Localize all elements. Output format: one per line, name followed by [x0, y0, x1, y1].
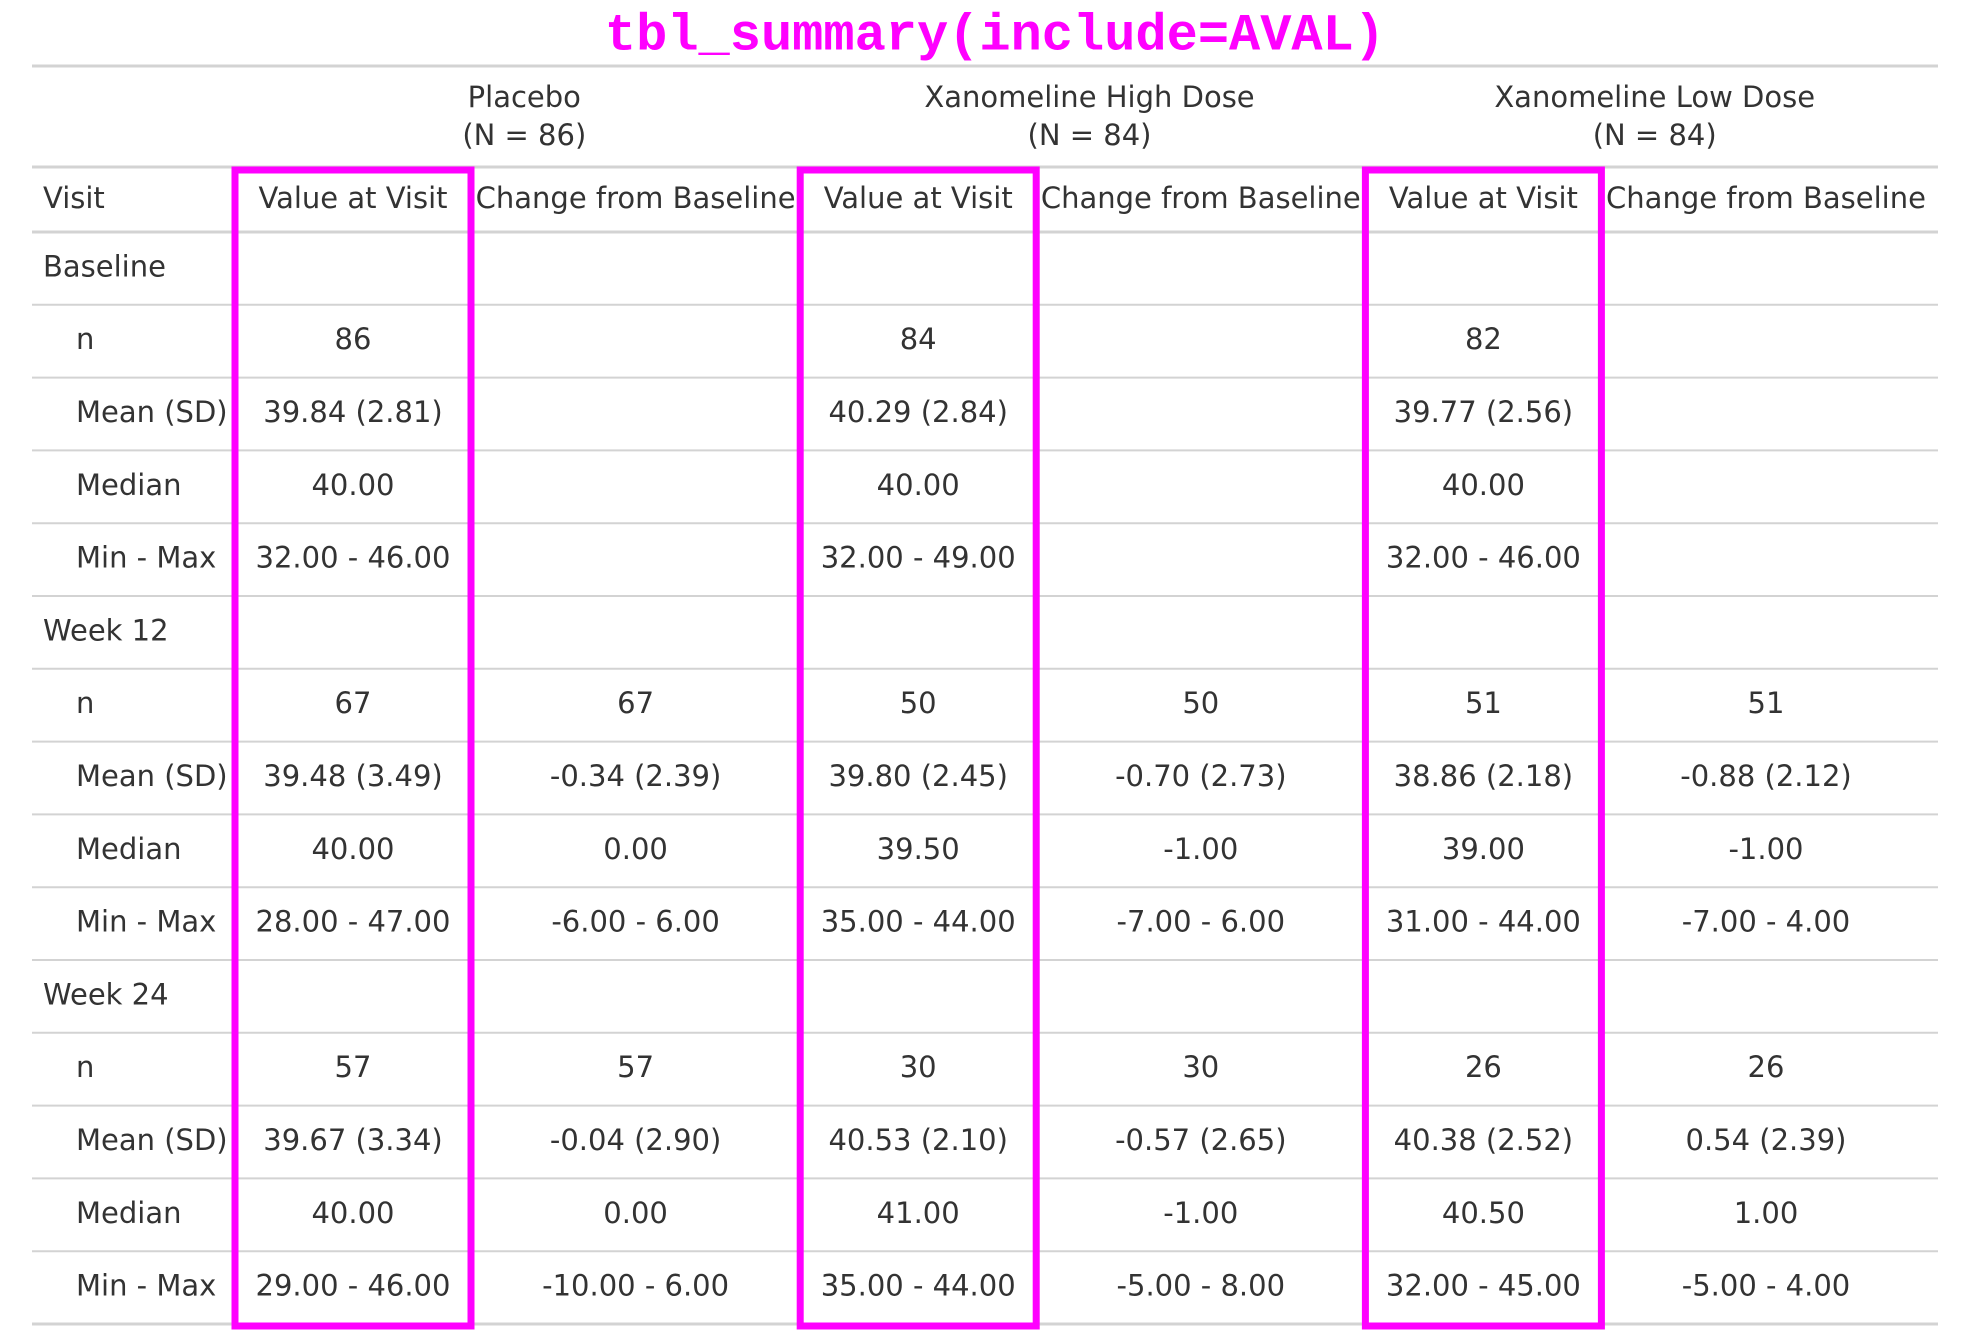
cell: 35.00 - 44.00 — [821, 905, 1016, 939]
column-header: Value at Visit — [258, 181, 447, 215]
cell: -5.00 - 8.00 — [1117, 1269, 1286, 1303]
cell: 28.00 - 47.00 — [256, 905, 451, 939]
spanner-n: (N = 84) — [1028, 118, 1152, 152]
cell: -0.34 (2.39) — [550, 759, 721, 793]
cell: -1.00 — [1728, 832, 1803, 866]
cell: 39.00 — [1442, 832, 1525, 866]
cell: 39.48 (3.49) — [263, 759, 442, 793]
cell: 40.50 — [1442, 1196, 1525, 1230]
cell: 29.00 - 46.00 — [256, 1269, 451, 1303]
cell: -0.70 (2.73) — [1115, 759, 1286, 793]
cell: 40.00 — [311, 1196, 394, 1230]
cell: 26 — [1748, 1050, 1785, 1084]
cell: 40.00 — [1442, 468, 1525, 502]
cell: 38.86 (2.18) — [1394, 759, 1573, 793]
group-label: Week 12 — [43, 613, 169, 647]
cell: 40.38 (2.52) — [1394, 1123, 1573, 1157]
cell: -0.88 (2.12) — [1680, 759, 1851, 793]
cell: 57 — [617, 1050, 654, 1084]
cell: 84 — [900, 322, 937, 356]
cell: -5.00 - 4.00 — [1682, 1269, 1851, 1303]
group-label: Baseline — [43, 249, 166, 283]
cell: 82 — [1465, 322, 1502, 356]
cell: 51 — [1748, 686, 1785, 720]
cell: 67 — [617, 686, 654, 720]
cell: 35.00 - 44.00 — [821, 1269, 1016, 1303]
cell: 0.00 — [603, 1196, 668, 1230]
cell: 26 — [1465, 1050, 1502, 1084]
column-header: Change from Baseline — [1041, 181, 1361, 215]
cell: 40.00 — [877, 468, 960, 502]
cell: 31.00 - 44.00 — [1386, 905, 1581, 939]
cell: -1.00 — [1163, 832, 1238, 866]
stat-label: Median — [76, 1196, 181, 1230]
title: tbl_summary(include=AVAL) — [605, 7, 1385, 66]
column-header: Change from Baseline — [476, 181, 796, 215]
highlight-box — [1361, 166, 1605, 1330]
cell: 40.29 (2.84) — [828, 395, 1007, 429]
cell: 0.00 — [603, 832, 668, 866]
stat-label: n — [76, 322, 94, 356]
spanner-label: Xanomeline Low Dose — [1494, 80, 1815, 114]
column-header: Change from Baseline — [1606, 181, 1926, 215]
cell: 1.00 — [1734, 1196, 1799, 1230]
cell: 39.50 — [877, 832, 960, 866]
stat-label: n — [76, 686, 94, 720]
column-header: Visit — [43, 181, 105, 215]
cell: 39.77 (2.56) — [1394, 395, 1573, 429]
stat-label: Min - Max — [76, 541, 216, 575]
spanner-n: (N = 86) — [462, 118, 586, 152]
cell: 32.00 - 46.00 — [1386, 541, 1581, 575]
stat-label: Mean (SD) — [76, 759, 228, 793]
cell: 86 — [335, 322, 372, 356]
cell: -10.00 - 6.00 — [542, 1269, 729, 1303]
cell: 57 — [335, 1050, 372, 1084]
column-header: Value at Visit — [824, 181, 1013, 215]
stat-label: Mean (SD) — [76, 1123, 228, 1157]
cell: 39.67 (3.34) — [263, 1123, 442, 1157]
cell: 67 — [335, 686, 372, 720]
cell: 32.00 - 45.00 — [1386, 1269, 1581, 1303]
spanner-label: Xanomeline High Dose — [924, 80, 1254, 114]
cell: 50 — [900, 686, 937, 720]
cell: 40.00 — [311, 832, 394, 866]
cell: 51 — [1465, 686, 1502, 720]
cell: 39.80 (2.45) — [828, 759, 1007, 793]
cell: 30 — [1182, 1050, 1219, 1084]
cell: -0.04 (2.90) — [550, 1123, 721, 1157]
stat-label: Median — [76, 832, 181, 866]
spanner-label: Placebo — [468, 80, 581, 114]
column-header: Value at Visit — [1389, 181, 1578, 215]
cell: 40.53 (2.10) — [828, 1123, 1007, 1157]
stat-label: Min - Max — [76, 1269, 216, 1303]
highlight-box — [231, 166, 475, 1330]
cell: 32.00 - 46.00 — [256, 541, 451, 575]
cell: 39.84 (2.81) — [263, 395, 442, 429]
cell: 30 — [900, 1050, 937, 1084]
cell: -0.57 (2.65) — [1115, 1123, 1286, 1157]
cell: 32.00 - 49.00 — [821, 541, 1016, 575]
cell: -1.00 — [1163, 1196, 1238, 1230]
cell: -7.00 - 6.00 — [1117, 905, 1286, 939]
cell: -6.00 - 6.00 — [551, 905, 720, 939]
stat-label: Min - Max — [76, 905, 216, 939]
cell: 50 — [1182, 686, 1219, 720]
cell: -7.00 - 4.00 — [1682, 905, 1851, 939]
cell: 0.54 (2.39) — [1686, 1123, 1847, 1157]
stat-label: Mean (SD) — [76, 395, 228, 429]
stat-label: n — [76, 1050, 94, 1084]
group-label: Week 24 — [43, 977, 169, 1011]
cell: 41.00 — [877, 1196, 960, 1230]
highlight-box — [796, 166, 1040, 1330]
cell: 40.00 — [311, 468, 394, 502]
stat-label: Median — [76, 468, 181, 502]
spanner-n: (N = 84) — [1593, 118, 1717, 152]
